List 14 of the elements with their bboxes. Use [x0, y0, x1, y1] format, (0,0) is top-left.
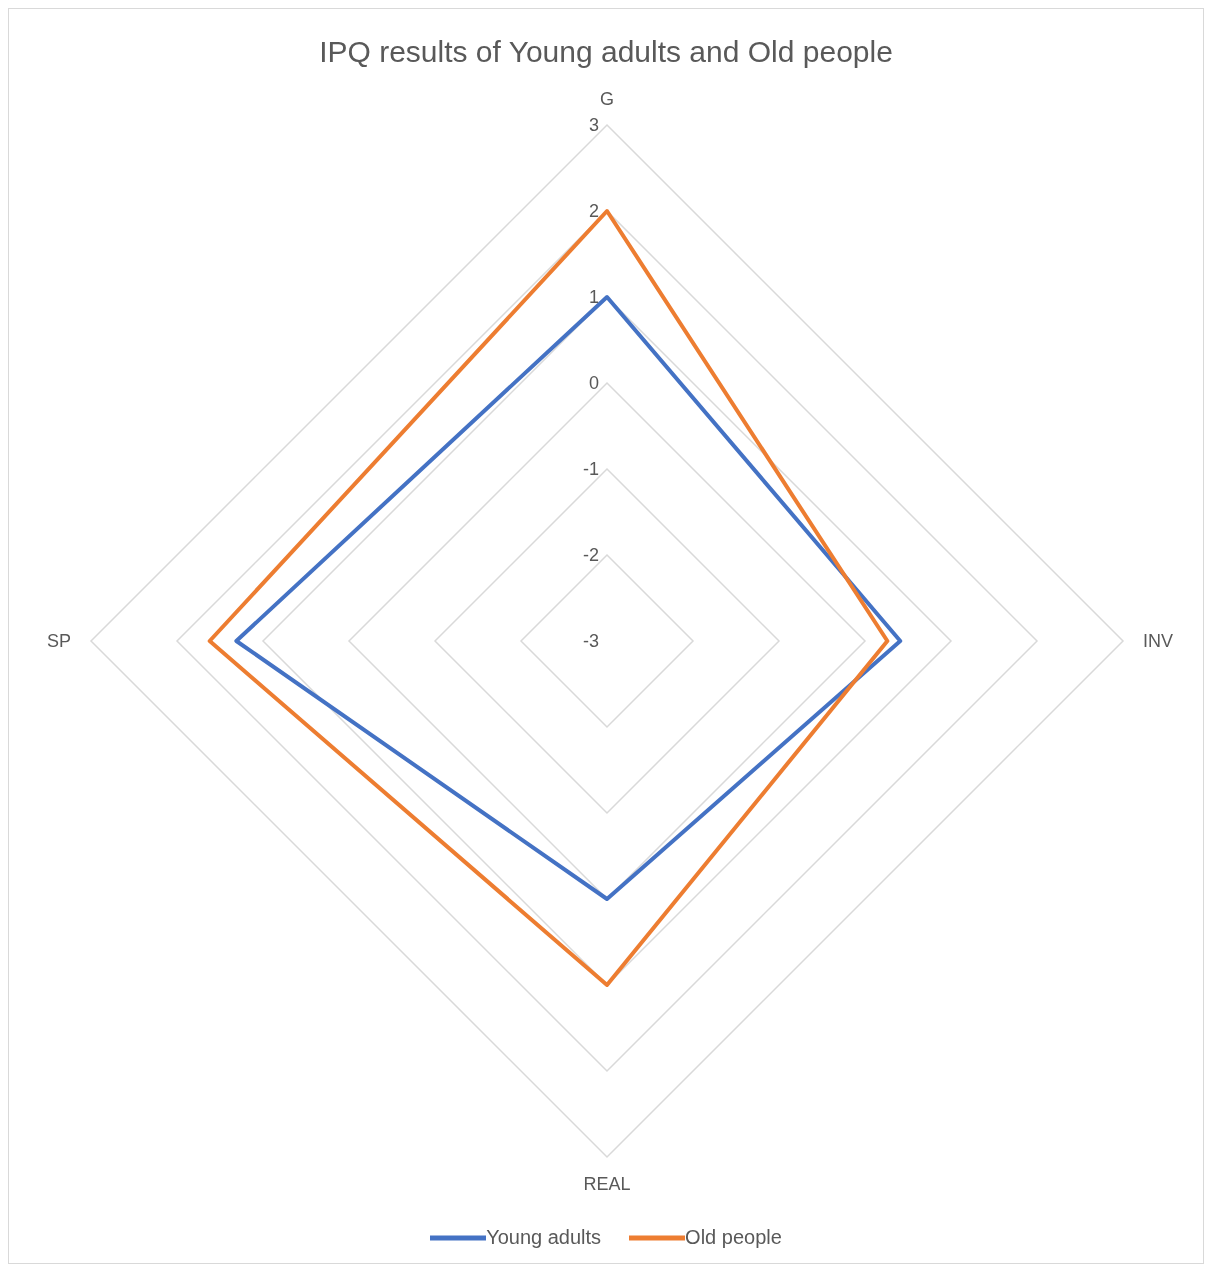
y-tick-label: 2 — [588, 201, 599, 221]
y-tick-label: -2 — [582, 545, 599, 565]
spoke-label: G — [599, 89, 615, 109]
legend-label: Old people — [685, 1226, 782, 1249]
y-tick-label: 3 — [588, 115, 599, 135]
y-tick-label: 0 — [588, 373, 599, 393]
chart-title: IPQ results of Young adults and Old people — [318, 35, 894, 69]
y-tick-label: 1 — [588, 287, 599, 307]
spoke-label: INV — [1143, 631, 1174, 652]
spoke-label: REAL — [583, 1173, 631, 1194]
legend-label: Young adults — [486, 1226, 602, 1249]
y-tick-label: -3 — [582, 631, 599, 651]
y-tick-label: -1 — [582, 459, 599, 479]
spoke-label: SP — [46, 631, 71, 652]
